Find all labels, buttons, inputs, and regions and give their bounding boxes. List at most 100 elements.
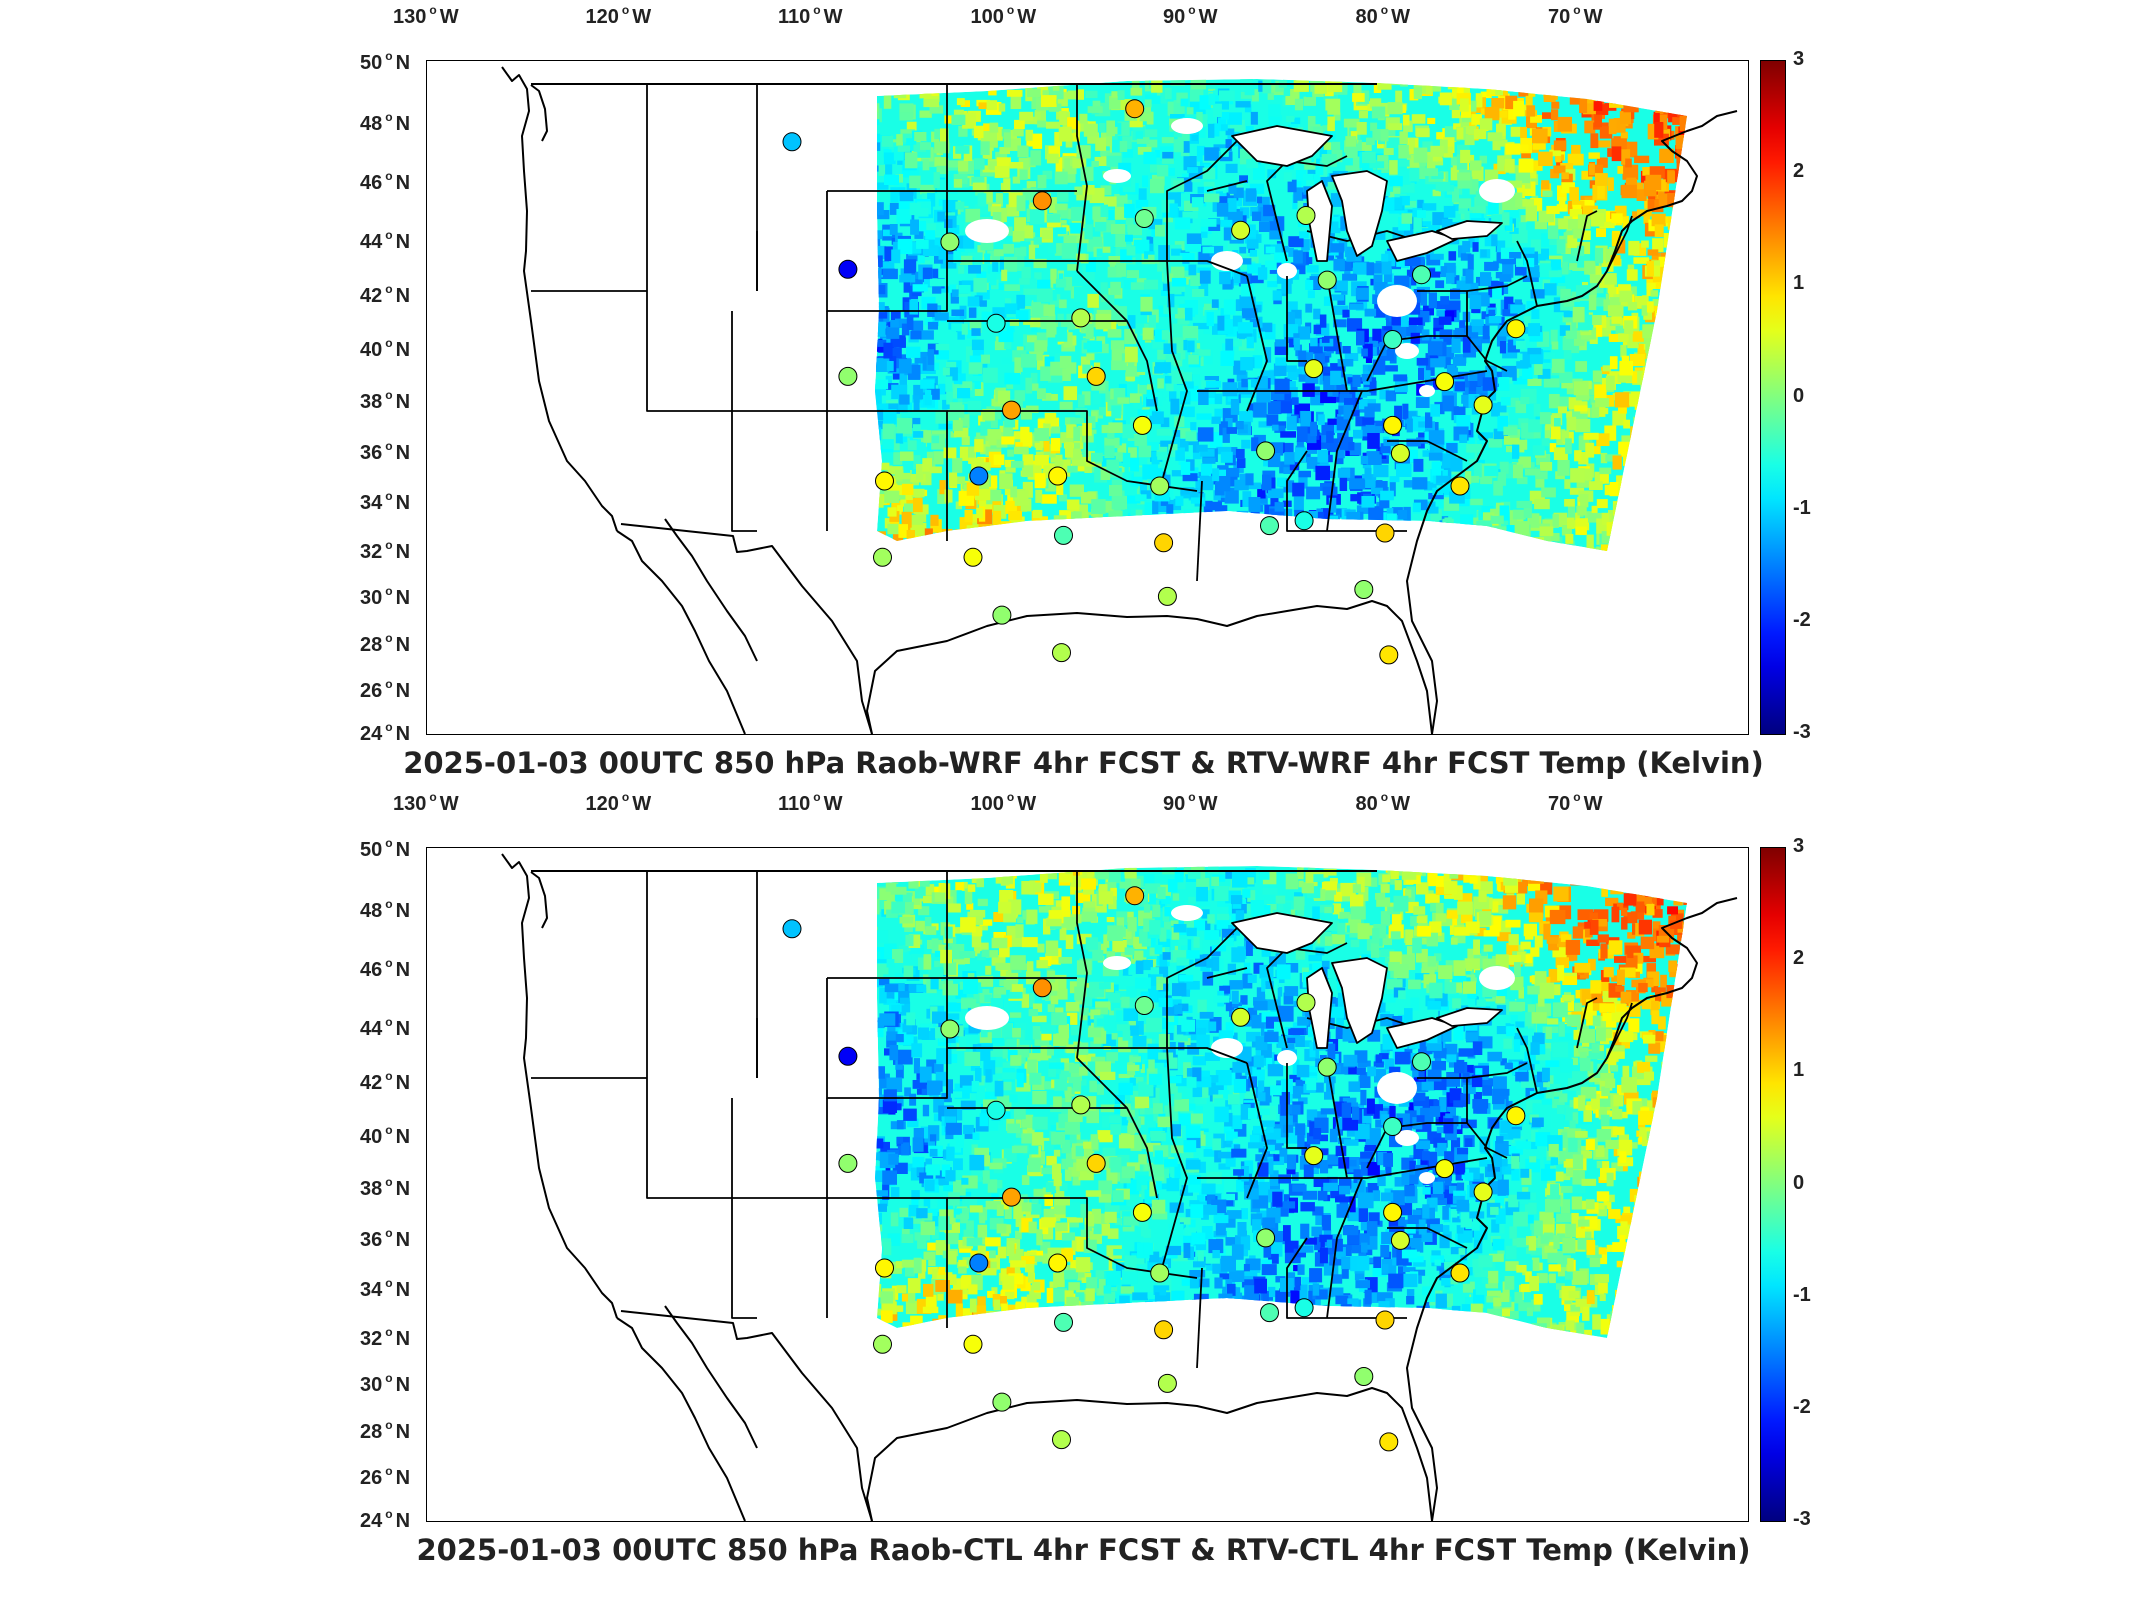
latitude-tick-label: 36 o N	[360, 439, 411, 464]
colorbar-tick-label: -1	[1793, 1283, 1811, 1306]
raob-station-marker	[875, 1258, 894, 1278]
raob-station-marker	[1154, 1320, 1174, 1340]
latitude-tick-label: 32 o N	[360, 1325, 411, 1350]
longitude-tick-label: 90 o W	[1163, 790, 1218, 815]
raob-station-marker	[1379, 1432, 1399, 1452]
raob-station-marker	[1304, 1146, 1324, 1166]
raob-station-marker	[1134, 209, 1154, 228]
longitude-tick-label: 130 o W	[393, 3, 459, 28]
raob-station-marker	[1231, 220, 1251, 240]
raob-station-marker	[873, 1334, 892, 1354]
raob-station-marker	[1256, 1228, 1276, 1248]
raob-station-marker	[1294, 1298, 1314, 1318]
latitude-tick-label: 50 o N	[360, 836, 411, 861]
map-boundaries	[501, 853, 1738, 1521]
latitude-tick-label: 28 o N	[360, 631, 411, 656]
raob-station-marker	[838, 1046, 858, 1066]
latitude-tick-label: 24 o N	[360, 720, 411, 745]
latitude-tick-label: 44 o N	[360, 1015, 411, 1040]
longitude-tick-label: 80 o W	[1355, 3, 1410, 28]
raob-station-marker	[1354, 1367, 1374, 1386]
panel-top: 130 o W 120 o W 110 o W 100 o W 90 o W 80 o W 70 o W 50 o N 48 o…	[360, 3, 1811, 780]
latitude-tick-label: 48 o N	[360, 897, 411, 922]
raob-station-marker	[992, 605, 1012, 625]
raob-station-marker	[1256, 441, 1276, 461]
raob-station-marker	[969, 466, 989, 486]
longitude-tick-label: 70 o W	[1548, 3, 1603, 28]
raob-station-marker	[1071, 1095, 1091, 1115]
raob-station-marker	[1134, 996, 1154, 1015]
latitude-tick-label: 34 o N	[360, 489, 411, 514]
raob-station-marker	[1412, 265, 1431, 285]
latitude-tick-label: 36 o N	[360, 1226, 411, 1251]
map-plot	[501, 853, 1738, 1521]
map-frame	[426, 847, 1749, 1522]
raob-station-marker	[986, 313, 1006, 333]
longitude-tick-label: 110 o W	[778, 790, 843, 815]
raob-station-marker	[1125, 886, 1145, 906]
colorbar	[1760, 60, 1786, 735]
raob-station-marker	[1052, 643, 1071, 663]
colorbar-tick-label: 0	[1793, 1171, 1805, 1194]
longitude-tick-label: 120 o W	[585, 3, 652, 28]
latitude-tick-label: 32 o N	[360, 538, 411, 563]
raob-station-marker	[1317, 270, 1337, 290]
raob-station-marker	[838, 259, 858, 279]
raob-station-marker	[1054, 525, 1073, 545]
raob-station-marker	[1354, 580, 1374, 599]
map-frame	[426, 60, 1749, 735]
raob-station-marker	[1390, 443, 1410, 463]
raob-station-marker	[1383, 415, 1403, 435]
colorbar-tick-label: 3	[1793, 48, 1805, 70]
raob-station-marker	[1054, 1312, 1073, 1332]
raob-station-marker	[1317, 1057, 1337, 1077]
raob-station-marker	[1231, 1007, 1251, 1027]
latitude-tick-label: 24 o N	[360, 1507, 411, 1532]
raob-station-marker	[1032, 978, 1052, 998]
raob-station-marker	[1375, 1310, 1395, 1330]
raob-station-marker	[838, 1153, 858, 1173]
raob-station-marker	[1450, 1263, 1470, 1283]
raob-station-marker	[1260, 1303, 1279, 1323]
longitude-tick-label: 80 o W	[1355, 790, 1410, 815]
raob-station-marker	[1052, 1430, 1071, 1450]
raob-station-marker	[1132, 1202, 1152, 1222]
longitude-tick-label: 90 o W	[1163, 3, 1218, 28]
longitude-tick-label: 100 o W	[970, 790, 1037, 815]
panel-bottom: 130 o W 120 o W 110 o W 100 o W 90 o W 80 o W 70 o W 50 o N 48 o…	[0, 787, 2133, 1587]
colorbar-tick-label: 1	[1793, 272, 1805, 295]
latitude-tick-label: 40 o N	[360, 1123, 411, 1148]
colorbar-tick-label: 2	[1793, 160, 1805, 183]
raob-station-marker	[1071, 308, 1091, 328]
colorbar-tick-label: -1	[1793, 496, 1811, 519]
colorbar-tick-label: 2	[1793, 947, 1805, 970]
latitude-tick-label: 26 o N	[360, 1464, 411, 1489]
latitude-tick-label: 50 o N	[360, 49, 411, 74]
raob-station-marker	[782, 919, 802, 939]
latitude-tick-label: 46 o N	[360, 956, 411, 981]
raob-station-marker	[1506, 1106, 1526, 1126]
latitude-tick-label: 44 o N	[360, 228, 411, 253]
raob-station-marker	[1450, 476, 1470, 496]
raob-station-marker	[1086, 1153, 1106, 1173]
raob-station-marker	[873, 547, 892, 567]
colorbar-tick-label: 0	[1793, 384, 1805, 407]
raob-station-marker	[1473, 1182, 1493, 1202]
latitude-tick-label: 40 o N	[360, 336, 411, 361]
raob-station-marker	[1048, 466, 1068, 486]
raob-station-marker	[1383, 1117, 1403, 1136]
raob-station-marker	[1002, 1187, 1021, 1207]
latitude-tick-label: 42 o N	[360, 1069, 411, 1094]
raob-station-marker	[1157, 1373, 1177, 1393]
raob-station-marker	[1150, 1263, 1170, 1283]
longitude-tick-label: 110 o W	[778, 3, 843, 28]
panel-title: 2025-01-03 00UTC 850 hPa Raob-CTL 4hr FC…	[416, 1533, 1751, 1567]
raob-station-marker	[1086, 366, 1106, 386]
raob-station-marker	[963, 547, 983, 567]
colorbar	[1760, 847, 1786, 1522]
raob-station-marker	[1435, 372, 1455, 392]
raob-station-marker	[1383, 1202, 1403, 1222]
longitude-tick-label: 70 o W	[1548, 790, 1603, 815]
latitude-tick-label: 38 o N	[360, 388, 411, 413]
raob-station-marker	[1125, 99, 1145, 119]
